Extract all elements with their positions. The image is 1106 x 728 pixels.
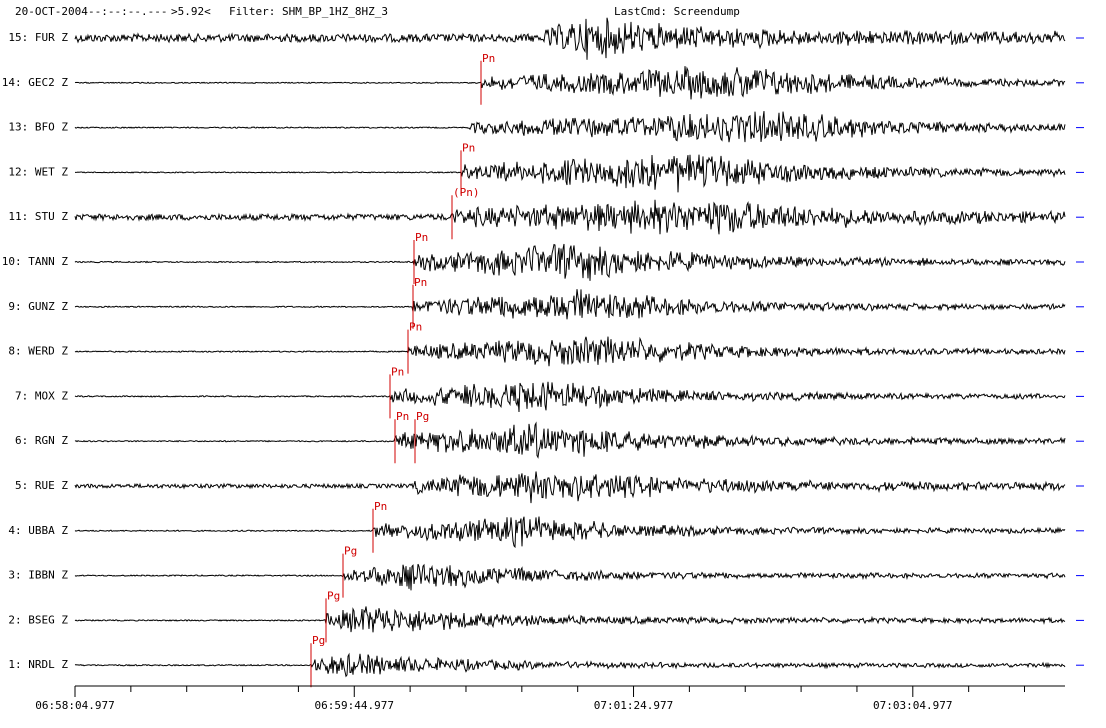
phase-label: Pg xyxy=(327,589,340,602)
trace-label: 12: WET Z xyxy=(8,165,68,178)
header-date: 20-OCT-2004 xyxy=(15,5,88,18)
waveform xyxy=(74,243,1066,281)
phase-label: Pn xyxy=(462,141,475,154)
waveform xyxy=(74,516,1066,549)
trace-label: 11: STU Z xyxy=(8,210,68,223)
phase-label: Pn xyxy=(415,231,428,244)
waveform xyxy=(74,652,1066,678)
header-magnitude: >5.92< xyxy=(171,5,211,18)
phase-label: Pn xyxy=(414,276,427,289)
header-last-command: LastCmd: Screendump xyxy=(614,5,740,18)
trace-label: 8: WERD Z xyxy=(8,345,68,358)
trace-label: 10: TANN Z xyxy=(2,255,69,268)
trace-label: 5: RUE Z xyxy=(15,479,68,492)
header-filter: Filter: SHM_BP_1HZ_8HZ_3 xyxy=(229,5,388,18)
time-label: 07:03:04.977 xyxy=(873,699,952,712)
trace-label: 14: GEC2 Z xyxy=(2,76,69,89)
waveform xyxy=(74,66,1066,100)
trace-label: 2: BSEG Z xyxy=(8,613,68,626)
waveform xyxy=(74,336,1066,367)
waveform xyxy=(74,563,1066,591)
waveform xyxy=(74,606,1066,633)
waveform xyxy=(75,154,1066,193)
trace-label: 15: FUR Z xyxy=(8,31,68,44)
waveform xyxy=(74,471,1066,504)
waveform xyxy=(74,421,1066,459)
phase-label: Pn xyxy=(396,410,409,423)
time-label: 07:01:24.977 xyxy=(594,699,673,712)
trace-label: 1: NRDL Z xyxy=(8,658,68,671)
trace-label: 3: IBBN Z xyxy=(8,569,68,582)
phase-label: Pn xyxy=(482,52,495,65)
phase-label: Pg xyxy=(416,410,429,423)
phase-label: Pn xyxy=(374,500,387,513)
trace-label: 4: UBBA Z xyxy=(8,524,68,537)
phase-label: Pg xyxy=(312,634,325,647)
phase-label: (Pn) xyxy=(453,186,480,199)
time-label: 06:59:44.977 xyxy=(315,699,394,712)
waveform xyxy=(74,289,1066,320)
waveform xyxy=(74,199,1066,235)
phase-label: Pn xyxy=(391,365,404,378)
phase-label: Pn xyxy=(409,321,422,334)
waveform xyxy=(74,111,1066,143)
trace-label: 7: MOX Z xyxy=(15,389,68,402)
trace-label: 6: RGN Z xyxy=(15,434,68,447)
time-axis: 06:58:04.977 06:59:44.977 07:01:24.977 07:0… xyxy=(35,685,1065,712)
trace-label: 13: BFO Z xyxy=(8,121,68,134)
trace-label: 9: GUNZ Z xyxy=(8,300,68,313)
waveform xyxy=(74,17,1066,60)
phase-label: Pg xyxy=(344,545,357,558)
time-label: 06:58:04.977 xyxy=(35,699,114,712)
waveform xyxy=(74,381,1066,413)
header-time: --:--:--.--- xyxy=(88,5,167,18)
traces: 15: FUR Z 14: GEC2 Z Pn 13: BFO Z 12: WET Z P… xyxy=(2,17,1084,688)
